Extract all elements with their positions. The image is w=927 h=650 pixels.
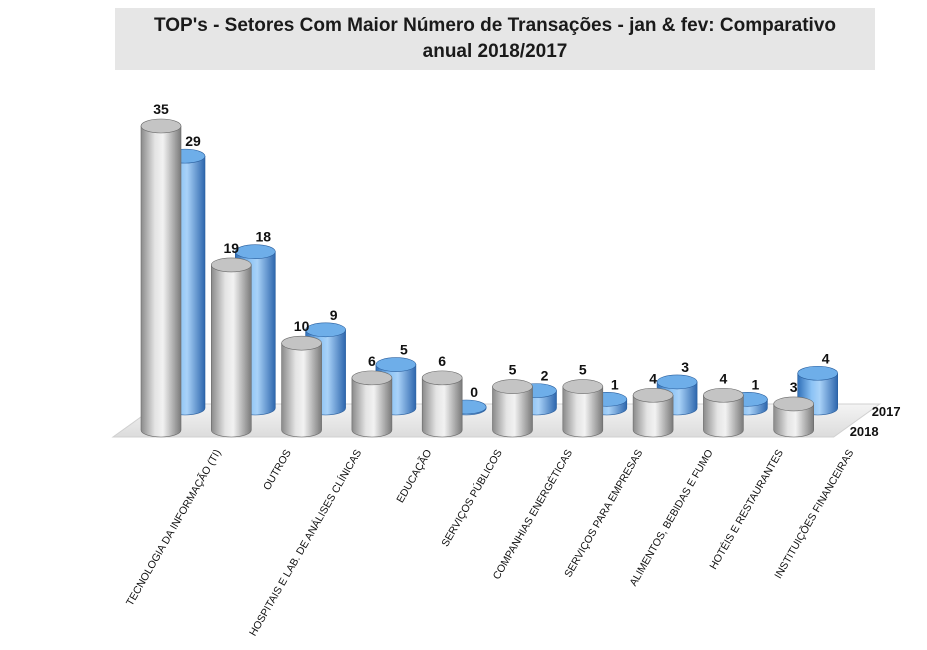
data-label-2017: 9 (330, 307, 338, 323)
data-label-2017: 1 (611, 376, 619, 392)
chart-title-line2: anual 2018/2017 (422, 41, 568, 62)
category-tick-label: COMPANHIAS ENERGÉTICAS (490, 447, 575, 582)
data-label-2018: 6 (368, 353, 376, 369)
data-label-2017: 4 (822, 350, 830, 366)
data-label-2017: 5 (400, 342, 408, 358)
chart-title-line1: TOP's - Setores Com Maior Número de Tran… (153, 15, 836, 36)
bar-2018 (703, 387, 744, 438)
series-label-2018: 2018 (850, 424, 879, 439)
bar-2018 (281, 335, 322, 438)
data-label-2017: 1 (752, 376, 760, 392)
data-label-2018: 35 (153, 101, 169, 117)
category-tick-label: OUTROS (261, 448, 294, 493)
category-tick-label: INSTITUIÇÕES FINANCEIRAS (772, 447, 857, 581)
data-label-2017: 2 (541, 368, 549, 384)
chart-title: TOP's - Setores Com Maior Número de Tran… (115, 8, 875, 70)
data-label-2017: 0 (470, 384, 478, 400)
data-label-2018: 3 (790, 379, 798, 395)
category-tick-label: SERVIÇOS PARA EMPRESAS (562, 448, 645, 580)
bar-2018 (351, 370, 393, 438)
bar-2018 (421, 370, 463, 438)
bar-2018 (632, 387, 674, 438)
category-tick-label: ALIMENTOS, BEBIDAS E FUMO (628, 448, 716, 589)
data-label-2018: 5 (579, 362, 587, 378)
category-tick-label: SERVIÇOS PÚBLICOS (438, 447, 504, 549)
category-tick-label: EDUCAÇÃO (393, 447, 434, 505)
data-label-2018: 4 (649, 370, 657, 386)
data-label-2018: 19 (224, 240, 240, 256)
bar-2018 (211, 257, 252, 438)
bar-2018 (492, 379, 533, 438)
category-tick-label: HOSPITAIS E LAB. DE ANÁLISES CLÍNICAS (246, 447, 364, 638)
category-tick-label: TECNOLOGIA DA INFORMAÇÃO (TI) (123, 447, 224, 608)
category-tick-label: HOTÉIS E RESTAURANTES (707, 447, 786, 572)
bar-2018 (773, 396, 815, 438)
data-label-2017: 3 (681, 359, 689, 375)
bar-2018 (562, 379, 604, 438)
data-label-2018: 5 (509, 362, 517, 378)
data-label-2017: 29 (185, 133, 201, 149)
data-label-2018: 6 (438, 353, 446, 369)
data-label-2018: 10 (294, 318, 310, 334)
series-label-2017: 2017 (872, 404, 901, 419)
data-label-2017: 18 (256, 229, 272, 245)
data-label-2018: 4 (720, 370, 728, 386)
bar-2018 (140, 118, 182, 438)
